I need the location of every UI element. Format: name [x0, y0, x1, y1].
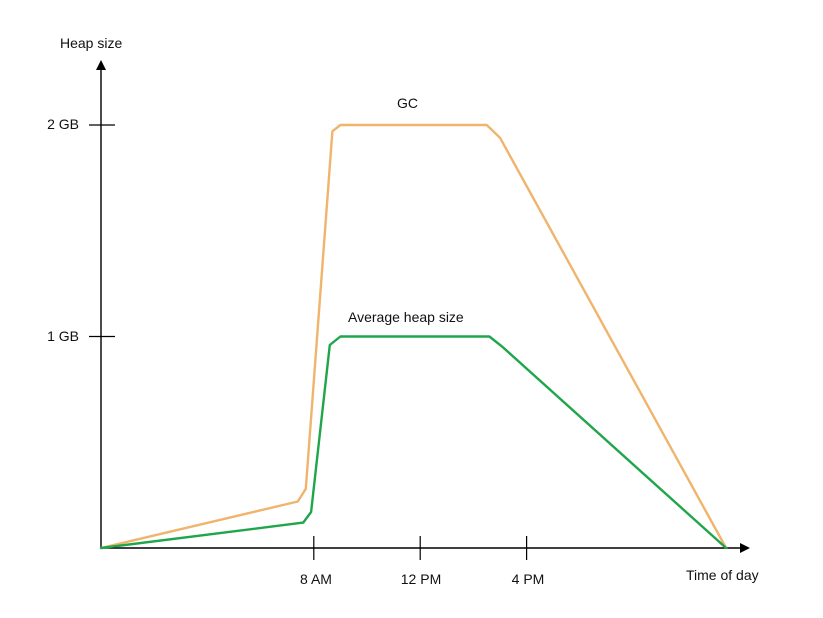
x-tick-group	[313, 536, 528, 560]
x-tick-label-8am: 8 AM	[300, 571, 332, 587]
series-line-average-heap-size	[99, 335, 728, 550]
x-tick-label-12pm: 12 PM	[401, 571, 441, 587]
series-line-gc	[99, 123, 728, 550]
series-label-average-heap-size: Average heap size	[348, 309, 464, 325]
x-axis-label: Time of day	[686, 567, 759, 583]
series-label-gc: GC	[397, 95, 418, 111]
y-tick-label-1gb: 1 GB	[47, 328, 79, 344]
y-tick-label-2gb: 2 GB	[47, 116, 79, 132]
x-tick-label-4pm: 4 PM	[512, 571, 545, 587]
y-axis-label: Heap size	[60, 35, 122, 51]
y-tick-group	[89, 124, 115, 338]
